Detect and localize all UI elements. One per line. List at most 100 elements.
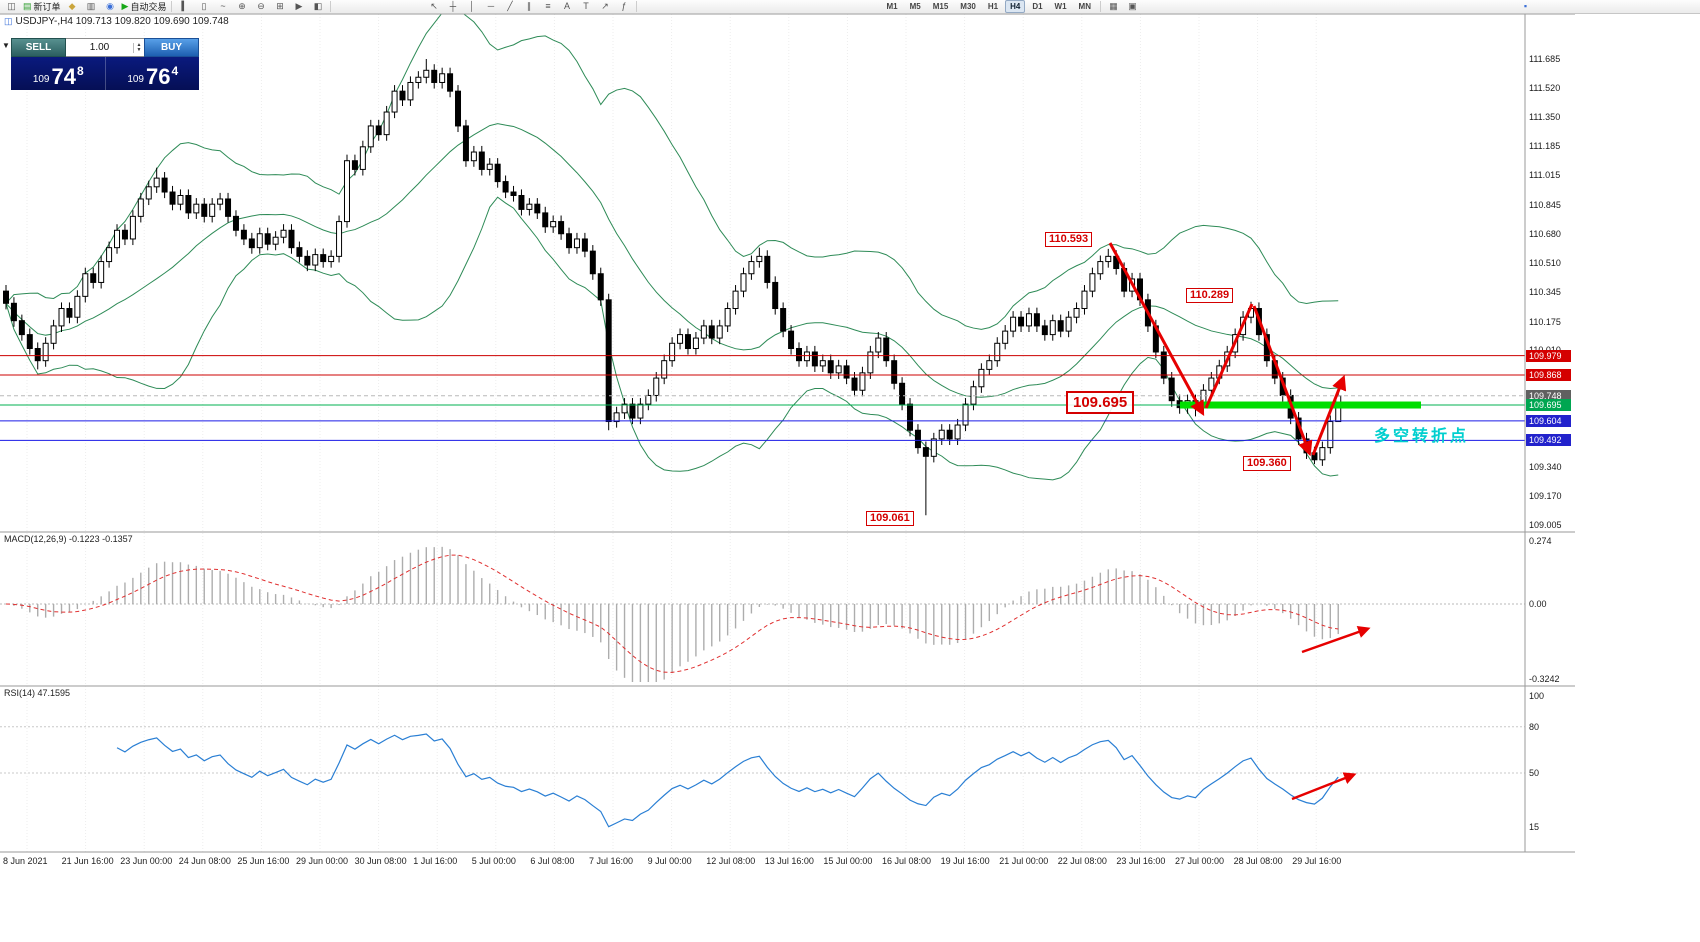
lot-up-icon[interactable]: ▲	[136, 41, 142, 48]
tile-windows-icon[interactable]: ⊞	[270, 0, 289, 13]
horizontal-line-icon: ─	[487, 1, 495, 11]
new-chart-icon[interactable]: ◫	[2, 0, 21, 13]
lot-size-field[interactable]: 1.00 ▲ ▼	[66, 38, 144, 57]
indicators-icon[interactable]: ƒ	[614, 0, 633, 13]
rsi-axis-label: 15	[1529, 821, 1540, 832]
lot-down-icon[interactable]: ▼	[136, 46, 142, 53]
properties-icon: ▣	[1128, 1, 1137, 11]
trend-arrow[interactable]	[1204, 303, 1254, 409]
price-annotation[interactable]: 110.593	[1045, 232, 1093, 247]
rsi-axis-label: 100	[1529, 691, 1545, 701]
buy-price-point: 4	[171, 64, 179, 78]
horizontal-line-icon[interactable]: ─	[481, 0, 500, 13]
tile-windows-icon: ⊞	[276, 1, 284, 11]
cursor-icon[interactable]: ↖	[424, 0, 443, 13]
macd-title: MACD(12,26,9)	[4, 534, 67, 544]
text-icon: A	[563, 1, 570, 11]
sell-button[interactable]: SELL	[11, 38, 66, 57]
lot-value[interactable]: 1.00	[89, 42, 110, 53]
arrows-icon[interactable]: ↗	[595, 0, 614, 13]
date-axis-label: 8 Jun 2021	[3, 856, 48, 866]
trendline-icon[interactable]: ╱	[500, 0, 519, 13]
chart-shift-icon[interactable]: ◧	[308, 0, 327, 13]
new-order-button[interactable]: ▤ 新订单	[21, 0, 63, 13]
text-label-icon[interactable]: T	[576, 0, 595, 13]
zoom-out-icon[interactable]: ⊖	[251, 0, 270, 13]
price-axis-label: 109.340	[1529, 461, 1562, 472]
timeframe-m1[interactable]: M1	[886, 2, 898, 11]
fibonacci-icon[interactable]: ≡	[538, 0, 557, 13]
timeframe-m5[interactable]: M5	[909, 2, 921, 11]
date-axis-label: 7 Jul 16:00	[589, 856, 634, 866]
navigator-icon[interactable]: ◉	[101, 0, 120, 13]
timeframe-m30[interactable]: M30	[960, 2, 976, 11]
bar-chart-icon[interactable]: ▍	[175, 0, 194, 13]
timeframe-d1[interactable]: D1	[1032, 2, 1043, 11]
bid-ask-display: 109 74 8 109 76 4	[11, 57, 199, 90]
price-annotation[interactable]: 109.360	[1243, 456, 1291, 471]
lot-stepper[interactable]: ▲ ▼	[133, 41, 144, 53]
date-axis-label: 28 Jul 08:00	[1233, 856, 1283, 866]
line-chart-icon[interactable]: ~	[213, 0, 232, 13]
date-axis-label: 24 Jun 08:00	[178, 856, 231, 866]
candlestick-chart-icon[interactable]: ▯	[194, 0, 213, 13]
toolbar-spacer	[640, 6, 880, 7]
trend-arrow[interactable]	[1252, 305, 1313, 457]
market-watch-icon[interactable]: ▥	[82, 0, 101, 13]
templates-icon: ▦	[1109, 1, 1118, 11]
auto-scroll-icon[interactable]: ▶	[289, 0, 308, 13]
timeframe-w1[interactable]: W1	[1054, 2, 1067, 11]
price-axis-label: 109.005	[1529, 519, 1562, 530]
rsi-layer	[0, 726, 1525, 828]
timeframe-h1[interactable]: H1	[987, 2, 999, 11]
date-axis-label: 9 Jul 00:00	[647, 856, 692, 866]
market-watch-icon: ▥	[86, 1, 96, 11]
zoom-in-icon[interactable]: ⊕	[232, 0, 251, 13]
channel-icon[interactable]: ∥	[519, 0, 538, 13]
vertical-line-icon[interactable]: │	[462, 0, 481, 13]
buy-price-pips: 76	[146, 64, 171, 89]
crosshair-icon: ┼	[449, 1, 457, 11]
sell-price[interactable]: 109 74 8	[11, 57, 105, 90]
price-annotation[interactable]: 109.061	[866, 511, 914, 526]
trend-arrow[interactable]	[1108, 242, 1205, 416]
indicator-arrow[interactable]	[1301, 626, 1371, 654]
price-annotation[interactable]: 109.695	[1066, 391, 1135, 414]
timeframe-mn[interactable]: MN	[1078, 2, 1091, 11]
indicator-arrow[interactable]	[1291, 772, 1357, 801]
chart-title: ◫ USDJPY-,H4 109.713 109.820 109.690 109.…	[4, 16, 229, 27]
autotrading-button: ▶	[121, 1, 129, 11]
price-axis-label: 110.175	[1529, 316, 1561, 327]
date-axis-label: 5 Jul 00:00	[471, 856, 516, 866]
chart-grid-icon[interactable]: ◆	[63, 0, 82, 13]
chart-title-text: USDJPY-,H4 109.713 109.820 109.690 109.7…	[15, 16, 229, 27]
toolbar-separator	[330, 1, 332, 12]
crosshair-icon[interactable]: ┼	[443, 0, 462, 13]
rsi-title: RSI(14)	[4, 688, 36, 698]
buy-button[interactable]: BUY	[144, 38, 199, 57]
docked-window-icon[interactable]: ▪	[1516, 0, 1535, 13]
price-axis-label: 110.510	[1529, 258, 1561, 269]
date-axis-label: 6 Jul 08:00	[530, 856, 575, 866]
price-axis-tag: 109.748	[1526, 389, 1571, 402]
timeframe-m15[interactable]: M15	[932, 2, 949, 11]
date-axis-label: 29 Jul 16:00	[1292, 856, 1342, 866]
trend-arrow[interactable]	[1311, 374, 1347, 456]
templates-icon[interactable]: ▦	[1104, 0, 1123, 13]
macd-label: MACD(12,26,9) -0.1223 -0.1357	[4, 534, 133, 544]
macd-value-1: -0.1223	[69, 534, 100, 544]
toolbar-spacer	[334, 6, 424, 7]
text-icon[interactable]: A	[557, 0, 576, 13]
autotrading-button[interactable]: ▶ 自动交易	[120, 0, 169, 13]
price-axis-label: 110.680	[1529, 228, 1561, 239]
zoom-out-icon: ⊖	[257, 1, 265, 11]
chart-canvas[interactable]	[0, 14, 1575, 870]
one-click-expander-icon[interactable]: ▼	[2, 41, 10, 50]
chart-grid-icon: ◆	[68, 1, 76, 11]
timeframe-h4[interactable]: H4	[1005, 0, 1026, 13]
buy-price[interactable]: 109 76 4	[104, 57, 200, 90]
price-annotation[interactable]: 110.289	[1186, 288, 1234, 303]
date-axis-label: 21 Jul 00:00	[999, 856, 1049, 866]
properties-icon[interactable]: ▣	[1123, 0, 1142, 13]
